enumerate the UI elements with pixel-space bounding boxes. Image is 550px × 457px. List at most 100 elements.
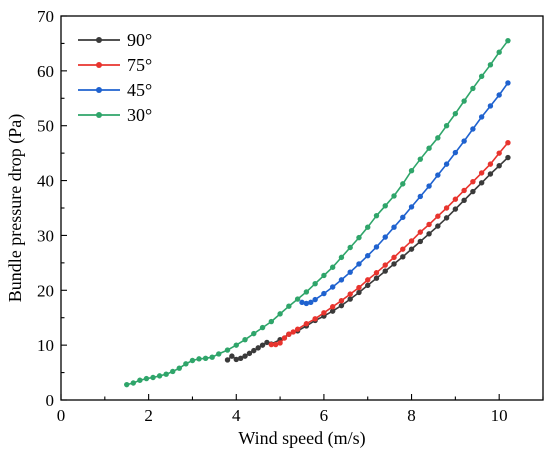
data-point [150, 374, 156, 381]
data-point [277, 311, 283, 317]
legend-marker [96, 37, 102, 43]
data-point [505, 140, 511, 146]
data-point [303, 321, 310, 327]
data-point [277, 340, 283, 346]
data-point [478, 170, 485, 176]
data-point [170, 368, 176, 375]
data-point [143, 375, 150, 382]
data-point [426, 183, 432, 189]
data-point [505, 80, 511, 86]
data-point [408, 204, 415, 210]
data-point [435, 172, 441, 178]
x-tick-label: 2 [144, 406, 153, 425]
data-point [246, 350, 253, 357]
data-point [137, 377, 143, 383]
y-tick-label: 50 [37, 117, 54, 136]
data-point [443, 123, 450, 129]
data-point [400, 254, 406, 260]
data-point [426, 221, 432, 228]
y-tick-label: 30 [37, 226, 54, 245]
data-point [338, 302, 345, 309]
legend-label: 30° [127, 105, 152, 125]
data-point [347, 296, 353, 302]
data-point [321, 310, 327, 316]
data-point [470, 126, 476, 132]
data-point [268, 341, 275, 348]
data-point [435, 213, 441, 219]
data-point [242, 336, 248, 343]
data-point [281, 335, 288, 341]
data-point [216, 351, 222, 357]
data-point [382, 268, 388, 274]
data-point [417, 229, 424, 235]
data-point [478, 180, 485, 186]
data-point [347, 244, 353, 251]
data-point [400, 181, 406, 187]
data-point [224, 357, 231, 363]
legend-item: 45° [78, 80, 152, 100]
data-point [408, 167, 415, 174]
data-point [478, 73, 485, 80]
data-point [255, 345, 261, 351]
data-point [347, 269, 353, 275]
legend-item: 75° [78, 55, 152, 75]
data-point [373, 244, 380, 250]
data-point [478, 114, 485, 120]
data-point [183, 361, 189, 367]
y-tick-label: 70 [37, 7, 54, 26]
data-point [365, 253, 371, 259]
data-point [435, 223, 441, 229]
data-point [470, 188, 476, 195]
data-point [365, 224, 371, 230]
data-point [294, 326, 301, 332]
legend-item: 30° [78, 105, 152, 125]
data-point [496, 92, 502, 98]
data-point [273, 341, 279, 348]
x-tick-label: 4 [232, 406, 241, 425]
series-line [271, 142, 509, 346]
y-tick-label: 10 [37, 336, 54, 355]
data-point [264, 339, 270, 346]
data-point [382, 262, 388, 268]
y-tick-label: 20 [37, 281, 54, 300]
data-point [356, 284, 362, 291]
data-point [286, 331, 292, 337]
data-point [299, 299, 305, 306]
data-point [347, 291, 353, 297]
x-tick-label: 8 [407, 406, 416, 425]
data-point [130, 380, 136, 386]
data-point [461, 98, 467, 104]
data-point [452, 110, 459, 117]
data-point [373, 212, 380, 219]
data-point [505, 37, 511, 44]
data-point [487, 161, 494, 167]
data-point [461, 187, 467, 194]
data-point [338, 254, 345, 261]
data-point [329, 264, 336, 270]
data-point [259, 324, 266, 331]
data-point [417, 193, 424, 200]
data-point [251, 347, 257, 354]
data-point [426, 231, 432, 237]
series-2 [299, 80, 511, 307]
data-point [487, 62, 494, 68]
data-point [356, 234, 362, 241]
series-layer [124, 37, 511, 388]
data-point [268, 318, 275, 325]
data-point [365, 277, 371, 283]
data-point [400, 214, 406, 221]
legend: 90° 75° 45° 30° [78, 30, 152, 125]
data-point [321, 290, 327, 297]
y-axis-title: Bundle pressure drop (Pa) [5, 114, 26, 302]
data-point [408, 238, 415, 244]
data-point [176, 365, 183, 371]
data-point [233, 356, 239, 363]
data-point [470, 178, 476, 185]
data-point [202, 355, 209, 362]
data-point [487, 171, 494, 177]
data-point [303, 300, 310, 307]
data-point [290, 329, 296, 335]
x-axis-ticks: 0 2 4 6 8 10 [57, 394, 544, 425]
data-point [308, 299, 314, 306]
